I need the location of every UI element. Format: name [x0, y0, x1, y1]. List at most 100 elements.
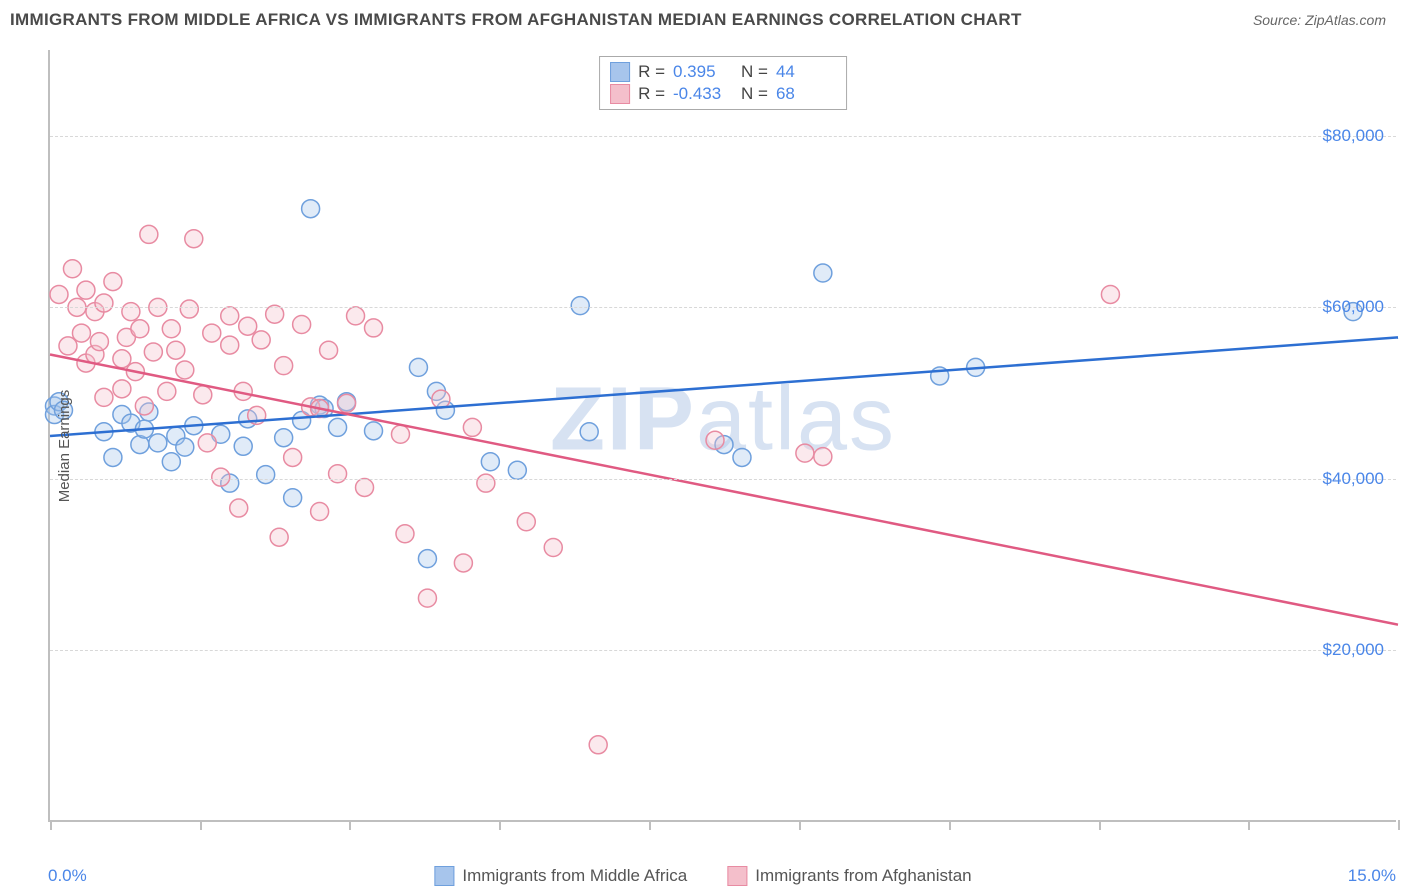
legend-bottom: Immigrants from Middle Africa Immigrants… — [434, 866, 971, 886]
y-tick-label: $60,000 — [1323, 297, 1384, 317]
scatter-point — [580, 423, 598, 441]
scatter-point — [814, 448, 832, 466]
legend-label-0: Immigrants from Middle Africa — [462, 866, 687, 886]
x-tick — [649, 820, 651, 830]
scatter-point — [1101, 285, 1119, 303]
scatter-point — [185, 230, 203, 248]
scatter-point — [131, 320, 149, 338]
scatter-point — [284, 448, 302, 466]
x-tick — [50, 820, 52, 830]
scatter-point — [329, 465, 347, 483]
y-tick-label: $40,000 — [1323, 469, 1384, 489]
scatter-point — [104, 448, 122, 466]
x-min-label: 0.0% — [48, 866, 87, 886]
scatter-point — [589, 736, 607, 754]
y-tick-label: $80,000 — [1323, 126, 1384, 146]
scatter-point — [104, 273, 122, 291]
x-tick — [1398, 820, 1400, 830]
scatter-point — [198, 434, 216, 452]
scatter-point — [162, 453, 180, 471]
header: IMMIGRANTS FROM MIDDLE AFRICA VS IMMIGRA… — [0, 0, 1406, 36]
scatter-point — [733, 448, 751, 466]
scatter-point — [544, 539, 562, 557]
gridline-h — [50, 650, 1396, 651]
x-tick — [949, 820, 951, 830]
scatter-point — [140, 225, 158, 243]
trendline — [50, 355, 1398, 625]
scatter-point — [77, 281, 95, 299]
scatter-point — [356, 478, 374, 496]
scatter-point — [203, 324, 221, 342]
scatter-point — [275, 429, 293, 447]
scatter-point — [158, 382, 176, 400]
x-tick — [1099, 820, 1101, 830]
scatter-point — [302, 200, 320, 218]
scatter-point — [418, 550, 436, 568]
scatter-point — [252, 331, 270, 349]
scatter-point — [796, 444, 814, 462]
scatter-point — [144, 343, 162, 361]
legend-item-0: Immigrants from Middle Africa — [434, 866, 687, 886]
legend-item-1: Immigrants from Afghanistan — [727, 866, 971, 886]
scatter-point — [239, 317, 257, 335]
scatter-point — [338, 394, 356, 412]
scatter-point — [72, 324, 90, 342]
x-tick — [200, 820, 202, 830]
scatter-point — [418, 589, 436, 607]
scatter-point — [432, 390, 450, 408]
scatter-point — [347, 307, 365, 325]
scatter-point — [329, 418, 347, 436]
scatter-point — [149, 434, 167, 452]
scatter-point — [409, 358, 427, 376]
scatter-point — [176, 361, 194, 379]
scatter-point — [463, 418, 481, 436]
scatter-point — [122, 303, 140, 321]
scatter-plot — [50, 50, 1396, 820]
scatter-point — [391, 425, 409, 443]
scatter-point — [257, 466, 275, 484]
scatter-point — [221, 307, 239, 325]
scatter-point — [365, 319, 383, 337]
source-label: Source: ZipAtlas.com — [1253, 12, 1386, 28]
scatter-point — [113, 380, 131, 398]
scatter-point — [234, 437, 252, 455]
scatter-point — [230, 499, 248, 517]
scatter-point — [706, 431, 724, 449]
x-tick — [799, 820, 801, 830]
scatter-point — [63, 260, 81, 278]
scatter-point — [50, 285, 68, 303]
scatter-point — [477, 474, 495, 492]
scatter-point — [221, 336, 239, 354]
trendline — [50, 337, 1398, 436]
scatter-point — [814, 264, 832, 282]
scatter-point — [396, 525, 414, 543]
scatter-point — [167, 341, 185, 359]
scatter-point — [95, 388, 113, 406]
x-tick — [499, 820, 501, 830]
scatter-point — [180, 300, 198, 318]
gridline-h — [50, 479, 1396, 480]
scatter-point — [212, 468, 230, 486]
scatter-point — [162, 320, 180, 338]
x-tick — [349, 820, 351, 830]
y-tick-label: $20,000 — [1323, 640, 1384, 660]
scatter-point — [275, 357, 293, 375]
scatter-point — [293, 315, 311, 333]
gridline-h — [50, 136, 1396, 137]
x-tick — [1248, 820, 1250, 830]
scatter-point — [135, 397, 153, 415]
gridline-h — [50, 307, 1396, 308]
legend-swatch-0 — [434, 866, 454, 886]
scatter-point — [311, 502, 329, 520]
scatter-point — [90, 333, 108, 351]
scatter-point — [176, 438, 194, 456]
scatter-point — [517, 513, 535, 531]
scatter-point — [284, 489, 302, 507]
x-max-label: 15.0% — [1348, 866, 1396, 886]
scatter-point — [454, 554, 472, 572]
scatter-point — [194, 386, 212, 404]
scatter-point — [508, 461, 526, 479]
chart-area: ZIPatlas R = 0.395 N = 44 R = -0.433 N =… — [48, 50, 1396, 822]
legend-swatch-1 — [727, 866, 747, 886]
scatter-point — [270, 528, 288, 546]
